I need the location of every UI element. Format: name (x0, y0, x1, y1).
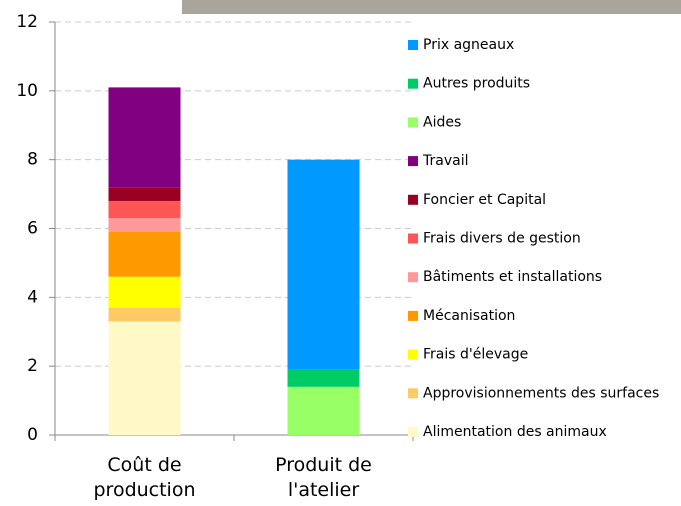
legend-swatch (408, 117, 418, 127)
legend-label: Frais d'élevage (423, 347, 528, 363)
page: 0 2 4 6 8 10 12 Alimentation des animaux Approvi… (0, 0, 681, 506)
y-tick-label: 4 (27, 287, 38, 307)
legend-swatch (408, 272, 418, 282)
legend-label: Foncier et Capital (423, 192, 546, 208)
legend-label: Mécanisation (423, 308, 515, 324)
bar-segment (109, 277, 181, 308)
legend-label: Frais divers de gestion (423, 231, 581, 247)
bar-segment (109, 187, 181, 201)
y-tick-label: 2 (27, 356, 38, 376)
x-tick-label: Coût de production (80, 453, 210, 503)
bar-segment (288, 160, 360, 370)
bar-segment (109, 218, 181, 232)
y-tick-label: 8 (27, 150, 38, 170)
legend-swatch (408, 195, 418, 205)
x-tick-label: Produit de l'atelier (259, 453, 389, 503)
legend-swatch (408, 234, 418, 244)
legend-label: Prix agneaux (423, 37, 514, 53)
bar-segment (109, 87, 181, 187)
legend-label: Autres produits (423, 76, 530, 92)
y-tick-label: 12 (16, 12, 38, 32)
y-tick-label: 6 (27, 219, 38, 239)
chart: 0 2 4 6 8 10 12 Alimentation des animaux Approvi… (0, 0, 681, 506)
legend-swatch (408, 156, 418, 166)
y-tick-label: 0 (27, 425, 38, 445)
legend-label: Approvisionnements des surfaces (423, 385, 659, 401)
bar-segment (109, 308, 181, 322)
legend-swatch (408, 350, 418, 360)
photo-strip (182, 0, 681, 14)
legend-swatch (408, 427, 418, 437)
legend-swatch (408, 40, 418, 50)
legend-label: Travail (422, 153, 468, 169)
bar-segment (288, 387, 360, 435)
y-tick-label: 10 (16, 81, 38, 101)
legend-label: Alimentation des animaux (423, 424, 607, 440)
bar-segment (288, 370, 360, 387)
legend-label: Aides (423, 114, 461, 130)
legend-swatch (408, 79, 418, 89)
legend-label: Bâtiments et installations (423, 269, 602, 285)
bar-segment (109, 232, 181, 277)
bar-segment (109, 201, 181, 218)
legend-swatch (408, 311, 418, 321)
legend-swatch (408, 388, 418, 398)
bar-segment (109, 321, 181, 435)
